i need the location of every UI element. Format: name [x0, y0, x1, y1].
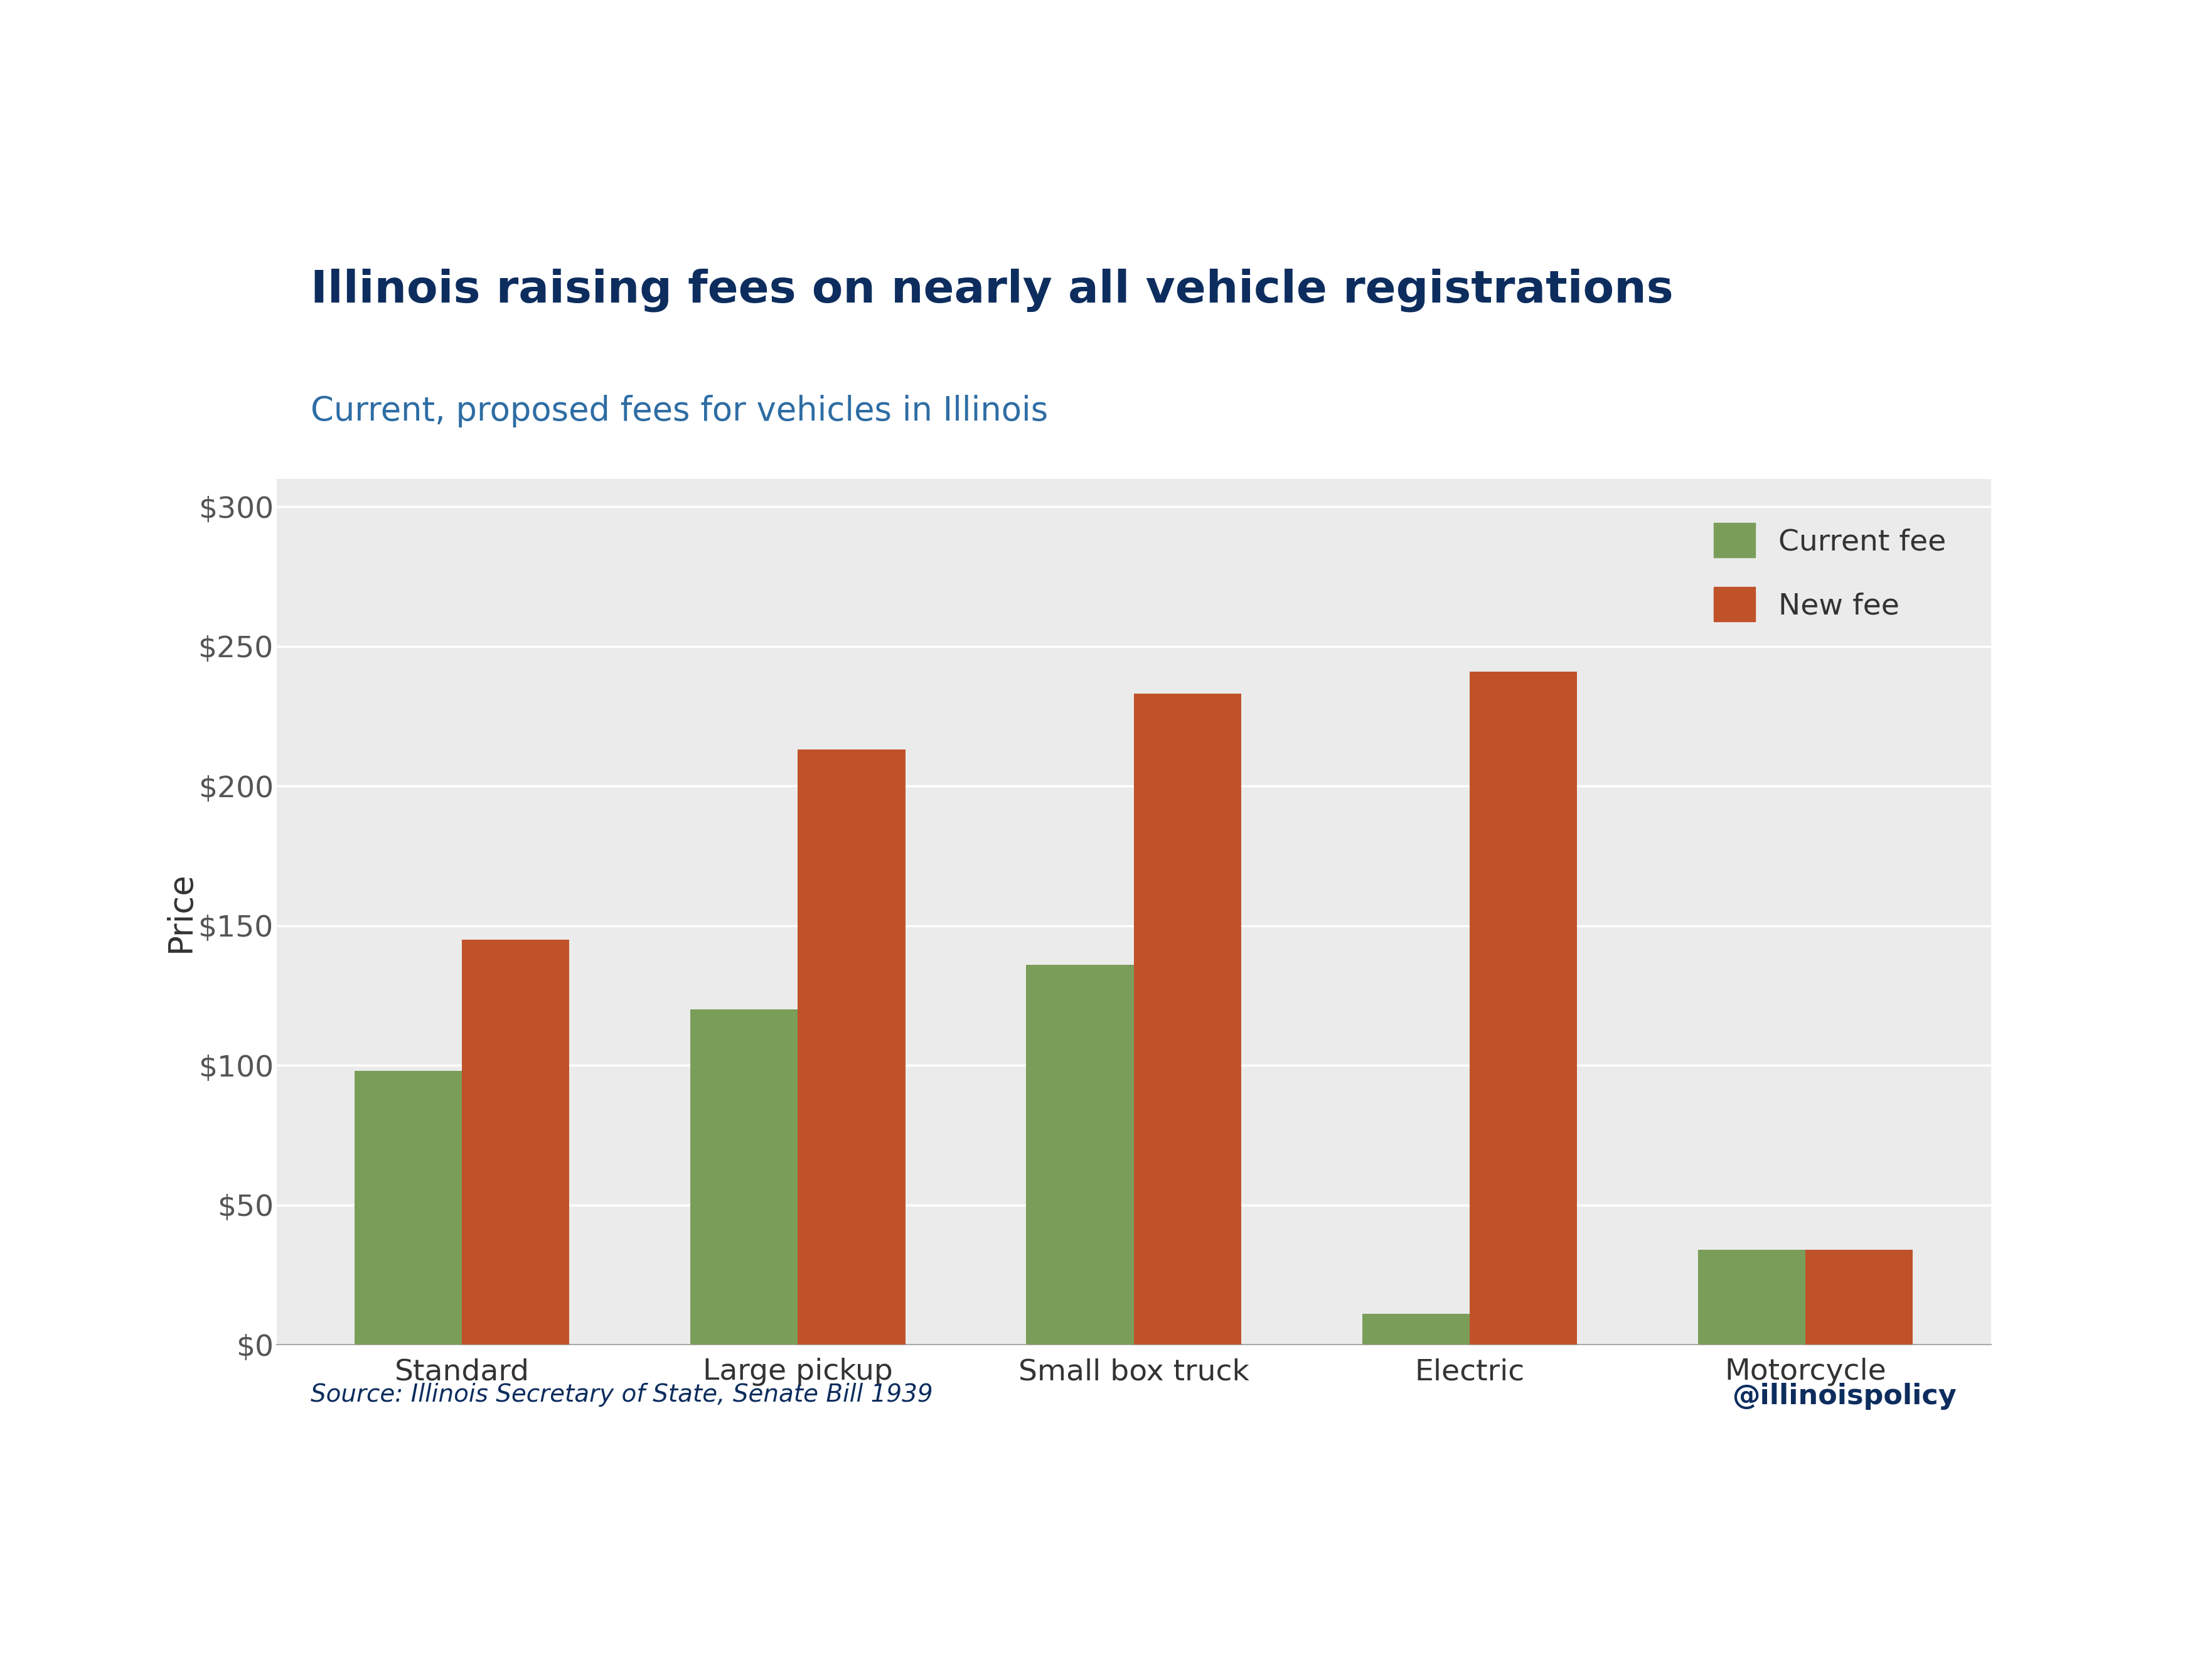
Bar — [354, 1070, 462, 1345]
Bar — [1469, 672, 1577, 1345]
Text: Current, proposed fees for vehicles in Illinois: Current, proposed fees for vehicles in I… — [310, 395, 1048, 427]
Y-axis label: Price: Price — [164, 872, 197, 953]
Bar — [1363, 1313, 1469, 1345]
Bar — [462, 939, 568, 1345]
Bar — [690, 1009, 799, 1345]
Bar — [1699, 1250, 1805, 1345]
Text: @illinoispolicy: @illinoispolicy — [1732, 1383, 1955, 1409]
Legend: Current fee, New fee: Current fee, New fee — [1683, 493, 1975, 652]
Text: Source: Illinois Secretary of State, Senate Bill 1939: Source: Illinois Secretary of State, Sen… — [310, 1383, 933, 1408]
Text: Illinois raising fees on nearly all vehicle registrations: Illinois raising fees on nearly all vehi… — [310, 268, 1674, 313]
Bar — [1026, 964, 1133, 1345]
Bar — [799, 749, 905, 1345]
Bar — [1805, 1250, 1913, 1345]
Bar — [1133, 693, 1241, 1345]
